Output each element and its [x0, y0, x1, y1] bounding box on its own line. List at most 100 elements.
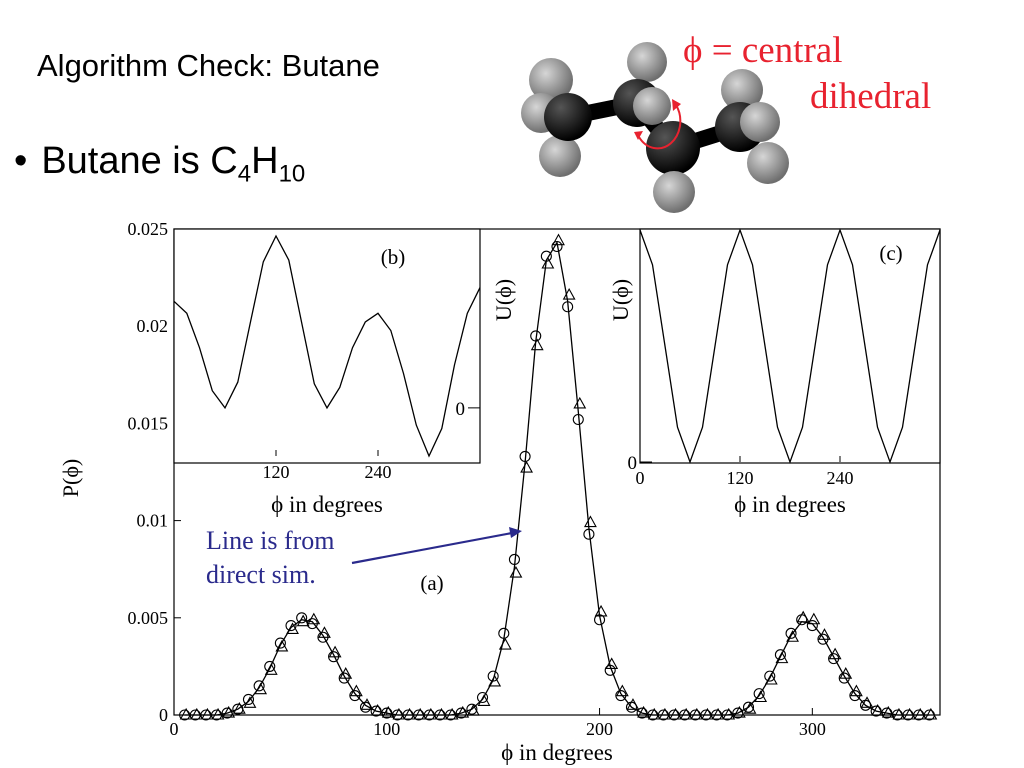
- data-point-triangle: [903, 707, 917, 720]
- data-point-circle: [285, 620, 297, 632]
- panel-label-b: (b): [381, 245, 406, 269]
- data-point-circle: [753, 688, 765, 700]
- data-point-triangle: [764, 672, 778, 685]
- data-point-triangle: [371, 703, 385, 716]
- x-tick-label: 0: [170, 719, 179, 739]
- data-point-triangle: [722, 707, 736, 720]
- data-point-triangle: [264, 663, 278, 675]
- carbon-atom: [646, 121, 700, 175]
- inset-y-tick-label: 0: [456, 399, 466, 420]
- data-point-triangle: [477, 694, 491, 706]
- data-point-triangle: [541, 256, 555, 269]
- y-tick-label: 0.02: [137, 316, 169, 336]
- arrow-head-icon: [634, 131, 643, 140]
- data-point-triangle: [881, 705, 895, 718]
- data-point-circle: [498, 627, 510, 639]
- dihedral-label-line2: dihedral: [810, 76, 932, 117]
- hydrogen-atom: [539, 135, 581, 177]
- data-point-triangle: [349, 684, 363, 697]
- inset-b-x-label: ϕ in degrees: [271, 492, 383, 517]
- data-point-triangle: [594, 604, 608, 617]
- data-point-triangle: [403, 707, 416, 720]
- data-point-circle: [476, 691, 489, 704]
- data-point-triangle: [679, 707, 693, 720]
- data-point-triangle: [732, 705, 746, 718]
- data-point-triangle: [328, 645, 342, 658]
- inset-x-tick-label: 0: [636, 468, 645, 488]
- data-point-triangle: [701, 707, 714, 720]
- data-point-triangle: [488, 674, 502, 687]
- data-point-triangle: [190, 707, 204, 720]
- data-point-triangle: [605, 657, 619, 670]
- data-point-triangle: [658, 707, 672, 720]
- formula-hydrogen: H: [251, 140, 279, 182]
- formula-sub-hydrogen: 10: [278, 160, 306, 188]
- x-axis-label: ϕ in degrees: [501, 740, 613, 765]
- data-point-triangle: [754, 690, 768, 703]
- inset-x-tick-label: 240: [827, 468, 854, 488]
- hydrogen-atom: [721, 69, 763, 111]
- inset-b-y-label: U(ϕ): [491, 279, 516, 321]
- data-point-circle: [572, 413, 584, 426]
- data-point-circle: [806, 620, 818, 632]
- data-point-triangle: [254, 682, 268, 695]
- slide-title: Algorithm Check: Butane: [37, 48, 380, 83]
- data-point-triangle: [243, 696, 257, 708]
- data-point-circle: [264, 660, 276, 672]
- data-point-triangle: [339, 667, 353, 679]
- data-point-triangle: [360, 698, 374, 710]
- dihedral-label-line1: ϕ = central: [683, 30, 843, 71]
- data-point-triangle: [711, 707, 725, 720]
- data-point-circle: [296, 612, 308, 624]
- y-tick-label: 0.005: [128, 608, 169, 628]
- hydrogen-atom: [627, 42, 667, 82]
- hydrogen-atom: [747, 142, 789, 184]
- data-point-circle: [774, 649, 786, 661]
- inset-x-tick-label: 120: [263, 462, 290, 482]
- inset-c-y-label: U(ϕ): [608, 279, 633, 321]
- data-point-circle: [594, 614, 606, 626]
- inset-b: 120 240 0 (b) ϕ in degrees U(ϕ): [173, 228, 516, 517]
- data-point-triangle: [211, 707, 225, 720]
- data-point-triangle: [520, 460, 534, 473]
- data-point-triangle: [849, 684, 863, 697]
- data-point-triangle: [381, 705, 395, 718]
- data-point-circle: [583, 528, 595, 540]
- data-point-triangle: [615, 684, 629, 697]
- data-point-triangle: [583, 515, 597, 528]
- data-point-triangle: [573, 396, 587, 409]
- bullet-dot: •: [14, 140, 28, 182]
- inset-x-tick-label: 240: [365, 462, 392, 482]
- annotation-text: Line is from direct sim.: [206, 524, 335, 592]
- data-point-triangle: [892, 707, 906, 720]
- data-point-triangle: [498, 637, 512, 650]
- hydrogen-atom: [740, 102, 780, 142]
- data-point-triangle: [466, 703, 480, 716]
- y-tick-label: 0.015: [128, 413, 169, 433]
- data-point-triangle: [775, 651, 789, 664]
- data-point-triangle: [796, 610, 810, 623]
- data-point-triangle: [445, 707, 459, 720]
- data-point-triangle: [179, 707, 193, 720]
- formula-prefix: Butane is C: [41, 140, 238, 182]
- annotation-arrow: [351, 527, 522, 565]
- data-point-circle: [604, 664, 616, 676]
- panel-label-c: (c): [879, 241, 902, 265]
- x-tick-label: 100: [373, 719, 400, 739]
- annotation-line1: Line is from: [206, 526, 335, 555]
- data-point-circle: [562, 301, 574, 313]
- inset-energy-curve: [173, 234, 481, 458]
- data-point-triangle: [807, 612, 821, 625]
- data-point-triangle: [924, 707, 938, 720]
- carbon-atom: [544, 93, 592, 141]
- data-point-triangle: [913, 707, 927, 720]
- data-point-triangle: [743, 702, 757, 714]
- data-point-circle: [242, 693, 255, 705]
- arrow-head-icon: [672, 99, 681, 111]
- data-point-triangle: [818, 628, 831, 640]
- y-tick-label: 0.01: [137, 511, 169, 531]
- data-point-triangle: [871, 703, 885, 716]
- data-point-triangle: [839, 667, 853, 679]
